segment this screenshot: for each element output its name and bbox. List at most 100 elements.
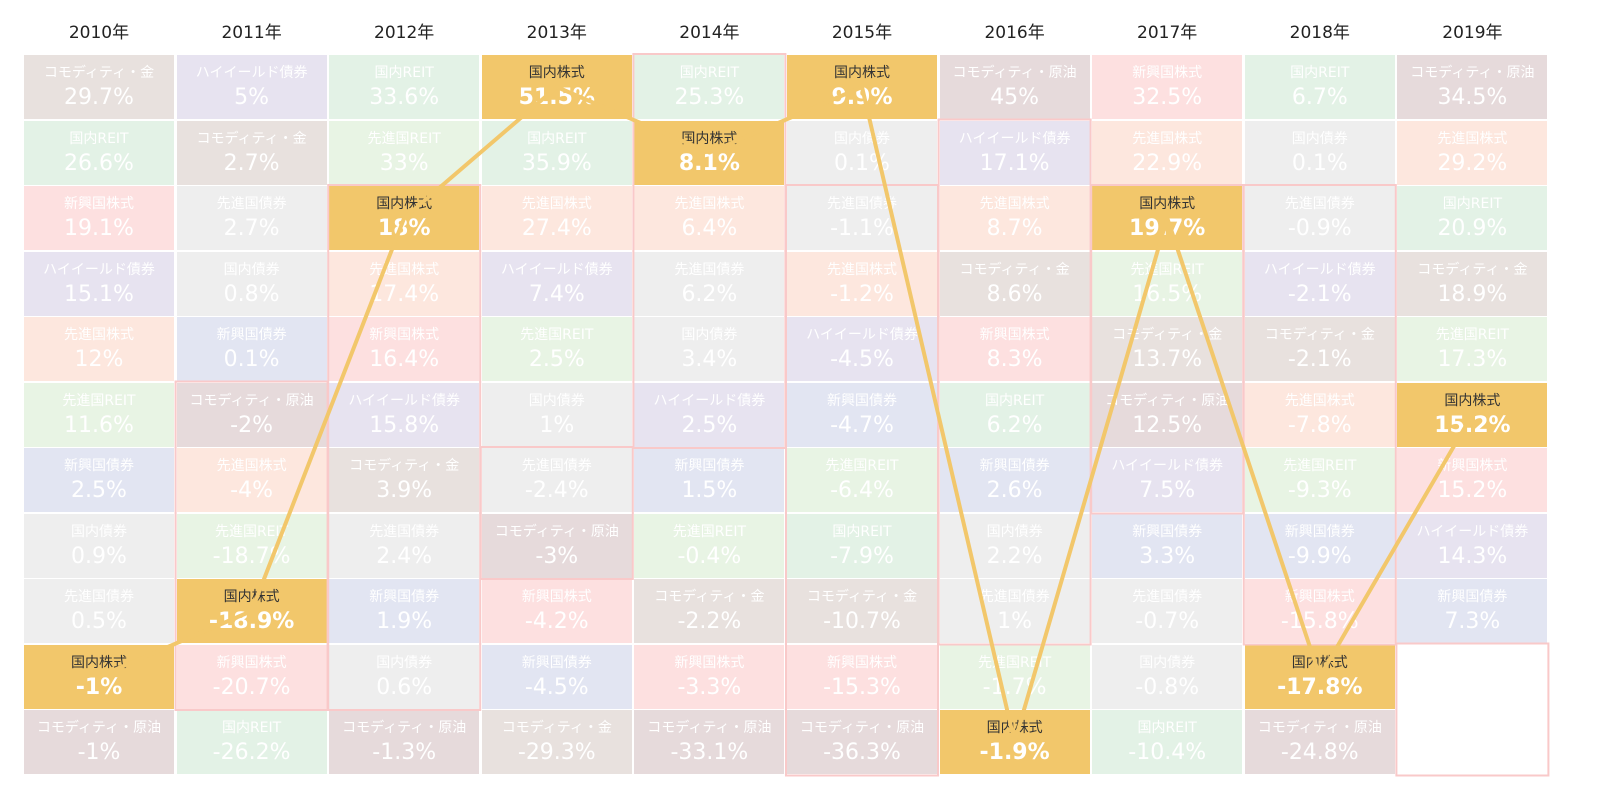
asset-name-label: 国内債券	[834, 130, 890, 147]
return-cell: 国内債券 0.8%	[176, 251, 327, 316]
return-cell: 先進国株式 8.7%	[939, 186, 1090, 250]
return-value-label: 6.2%	[681, 281, 738, 307]
asset-name-label: 国内REIT	[69, 130, 129, 147]
asset-name-label: 新興国債券	[979, 458, 1050, 474]
return-cell: 先進国債券 2.7%	[176, 186, 327, 250]
return-value-label: 29.2%	[1437, 150, 1508, 176]
asset-name-label: ハイイールド債券	[500, 261, 613, 278]
return-value-label: -4%	[230, 478, 274, 503]
return-cell: 国内REIT 33.6%	[329, 55, 480, 119]
return-cell: 先進国REIT 16.5%	[1092, 251, 1243, 316]
return-cell: 新興国債券 -9.9%	[1244, 513, 1395, 578]
return-cell: 先進国REIT 17.3%	[1397, 317, 1548, 381]
asset-name-label: 国内REIT	[374, 65, 434, 81]
return-cell: 新興国株式 -15.3%	[787, 644, 937, 709]
asset-name-label: 先進国株式	[1437, 130, 1508, 147]
asset-name-label: 国内REIT	[984, 392, 1045, 409]
asset-name-label: 新興国株式	[216, 654, 287, 671]
return-value-label: 7.4%	[528, 281, 585, 307]
return-cell: 先進国REIT -6.4%	[787, 448, 937, 512]
asset-name-label: 先進国REIT	[367, 130, 441, 147]
asset-name-label: 新興国債券	[674, 458, 745, 474]
return-value-label: 8.6%	[986, 281, 1043, 307]
asset-name-label: 新興国債券	[1284, 523, 1355, 540]
return-value-label: 15.8%	[369, 412, 440, 438]
return-cell: コモディティ・金 18.9%	[1397, 251, 1548, 316]
asset-name-label: 新興国株式	[369, 327, 440, 343]
return-value-label: -20.7%	[212, 674, 291, 700]
asset-name-label: 先進国REIT	[672, 523, 747, 540]
return-cell: 国内REIT 25.3%	[634, 55, 785, 119]
return-value-label: 15.2%	[1437, 478, 1508, 503]
return-cell: 国内債券 2.2%	[939, 513, 1090, 578]
return-value-label: -2.1%	[1287, 281, 1352, 307]
asset-name-label: 先進国株式	[827, 261, 897, 278]
return-cell: 新興国株式 -20.7%	[176, 644, 327, 709]
return-value-label: 6.4%	[681, 216, 738, 241]
asset-name-label: ハイイールド債券	[195, 65, 308, 81]
highlighted-cell: 国内株式 15.2%	[1397, 382, 1548, 447]
asset-name-label: ハイイールド債券	[43, 261, 155, 278]
return-cell: 先進国債券 -1.1%	[787, 186, 937, 250]
return-value-label: 7.5%	[1139, 478, 1196, 503]
return-cell: 新興国株式 32.5%	[1092, 55, 1243, 119]
return-cell: コモディティ・原油 -1.3%	[329, 710, 480, 774]
year-label: 2017年	[1137, 23, 1198, 43]
return-value-label: -4.5%	[524, 674, 589, 700]
return-cell: コモディティ・原油 -2%	[176, 382, 327, 447]
return-value-label: 29.7%	[64, 85, 134, 110]
return-value-label: -10.7%	[823, 609, 901, 634]
asset-name-label: 新興国債券	[216, 327, 287, 343]
return-value-label: -3%	[535, 543, 579, 569]
return-value-label: 2.5%	[71, 478, 127, 503]
return-cell: ハイイールド債券 17.1%	[939, 120, 1090, 185]
return-value-label: 0.1%	[223, 347, 280, 372]
return-value-label: 15.1%	[64, 281, 134, 307]
return-cell: 国内REIT 6.7%	[1244, 55, 1395, 119]
return-cell: コモディティ・金 13.7%	[1092, 317, 1243, 381]
return-value-label: 16.5%	[1132, 281, 1203, 307]
highlighted-cell: 国内株式 18%	[329, 186, 480, 250]
return-cell: 新興国株式 -15.8%	[1244, 579, 1395, 643]
asset-name-label: 先進国株式	[674, 196, 745, 212]
return-cell: ハイイールド債券 7.4%	[481, 251, 632, 316]
year-label: 2018年	[1289, 23, 1350, 43]
asset-name-label: 先進国債券	[674, 261, 745, 278]
return-cell: 国内債券 1%	[481, 382, 632, 447]
return-cell: コモディティ・原油 45%	[939, 55, 1090, 119]
return-value-label: 33%	[379, 150, 429, 176]
return-value-label: 11.6%	[64, 412, 134, 438]
return-value-label: 2.7%	[223, 216, 280, 241]
asset-name-label: 国内株式	[528, 65, 585, 81]
return-cell: 国内債券 3.4%	[634, 317, 785, 381]
return-value-label: 19.1%	[64, 216, 134, 241]
return-value-label: -0.9%	[1287, 216, 1352, 241]
asset-name-label: 先進国株式	[1284, 392, 1355, 409]
asset-name-label: 新興国株式	[1132, 65, 1203, 81]
return-cell: 先進国株式 29.2%	[1397, 120, 1548, 185]
return-cell: 先進国REIT -18.7%	[176, 513, 327, 578]
return-cell: 先進国債券 0.5%	[24, 579, 174, 643]
asset-name-label: 先進国REIT	[1283, 458, 1357, 474]
asset-name-label: 先進国株式	[369, 261, 440, 278]
return-value-label: 2.2%	[986, 543, 1043, 569]
asset-name-label: コモディティ・原油	[1105, 392, 1230, 409]
return-cell: 先進国債券 -0.9%	[1244, 186, 1395, 250]
asset-name-label: 新興国株式	[1284, 589, 1355, 605]
asset-name-label: コモディティ・金	[196, 130, 307, 147]
return-value-label: 17.4%	[369, 281, 440, 307]
asset-name-label: 先進国債券	[1284, 196, 1355, 212]
return-cell: 先進国株式 -4%	[176, 448, 327, 512]
return-value-label: -24.8%	[1280, 740, 1359, 765]
return-cell: コモディティ・金 -29.3%	[481, 710, 632, 774]
return-value-label: -33.1%	[670, 740, 749, 765]
return-cell: 新興国株式 8.3%	[939, 317, 1090, 381]
return-value-label: -2.4%	[524, 478, 589, 503]
asset-name-label: コモディティ・金	[1112, 327, 1223, 343]
return-value-label: 0.9%	[71, 543, 127, 569]
return-value-label: 6.7%	[1291, 85, 1348, 110]
return-value-label: 51.5%	[518, 85, 595, 110]
return-cell: コモディティ・金 -2.1%	[1244, 317, 1395, 381]
return-value-label: 3.3%	[1139, 543, 1196, 569]
return-cell: 新興国債券 0.1%	[176, 317, 327, 381]
